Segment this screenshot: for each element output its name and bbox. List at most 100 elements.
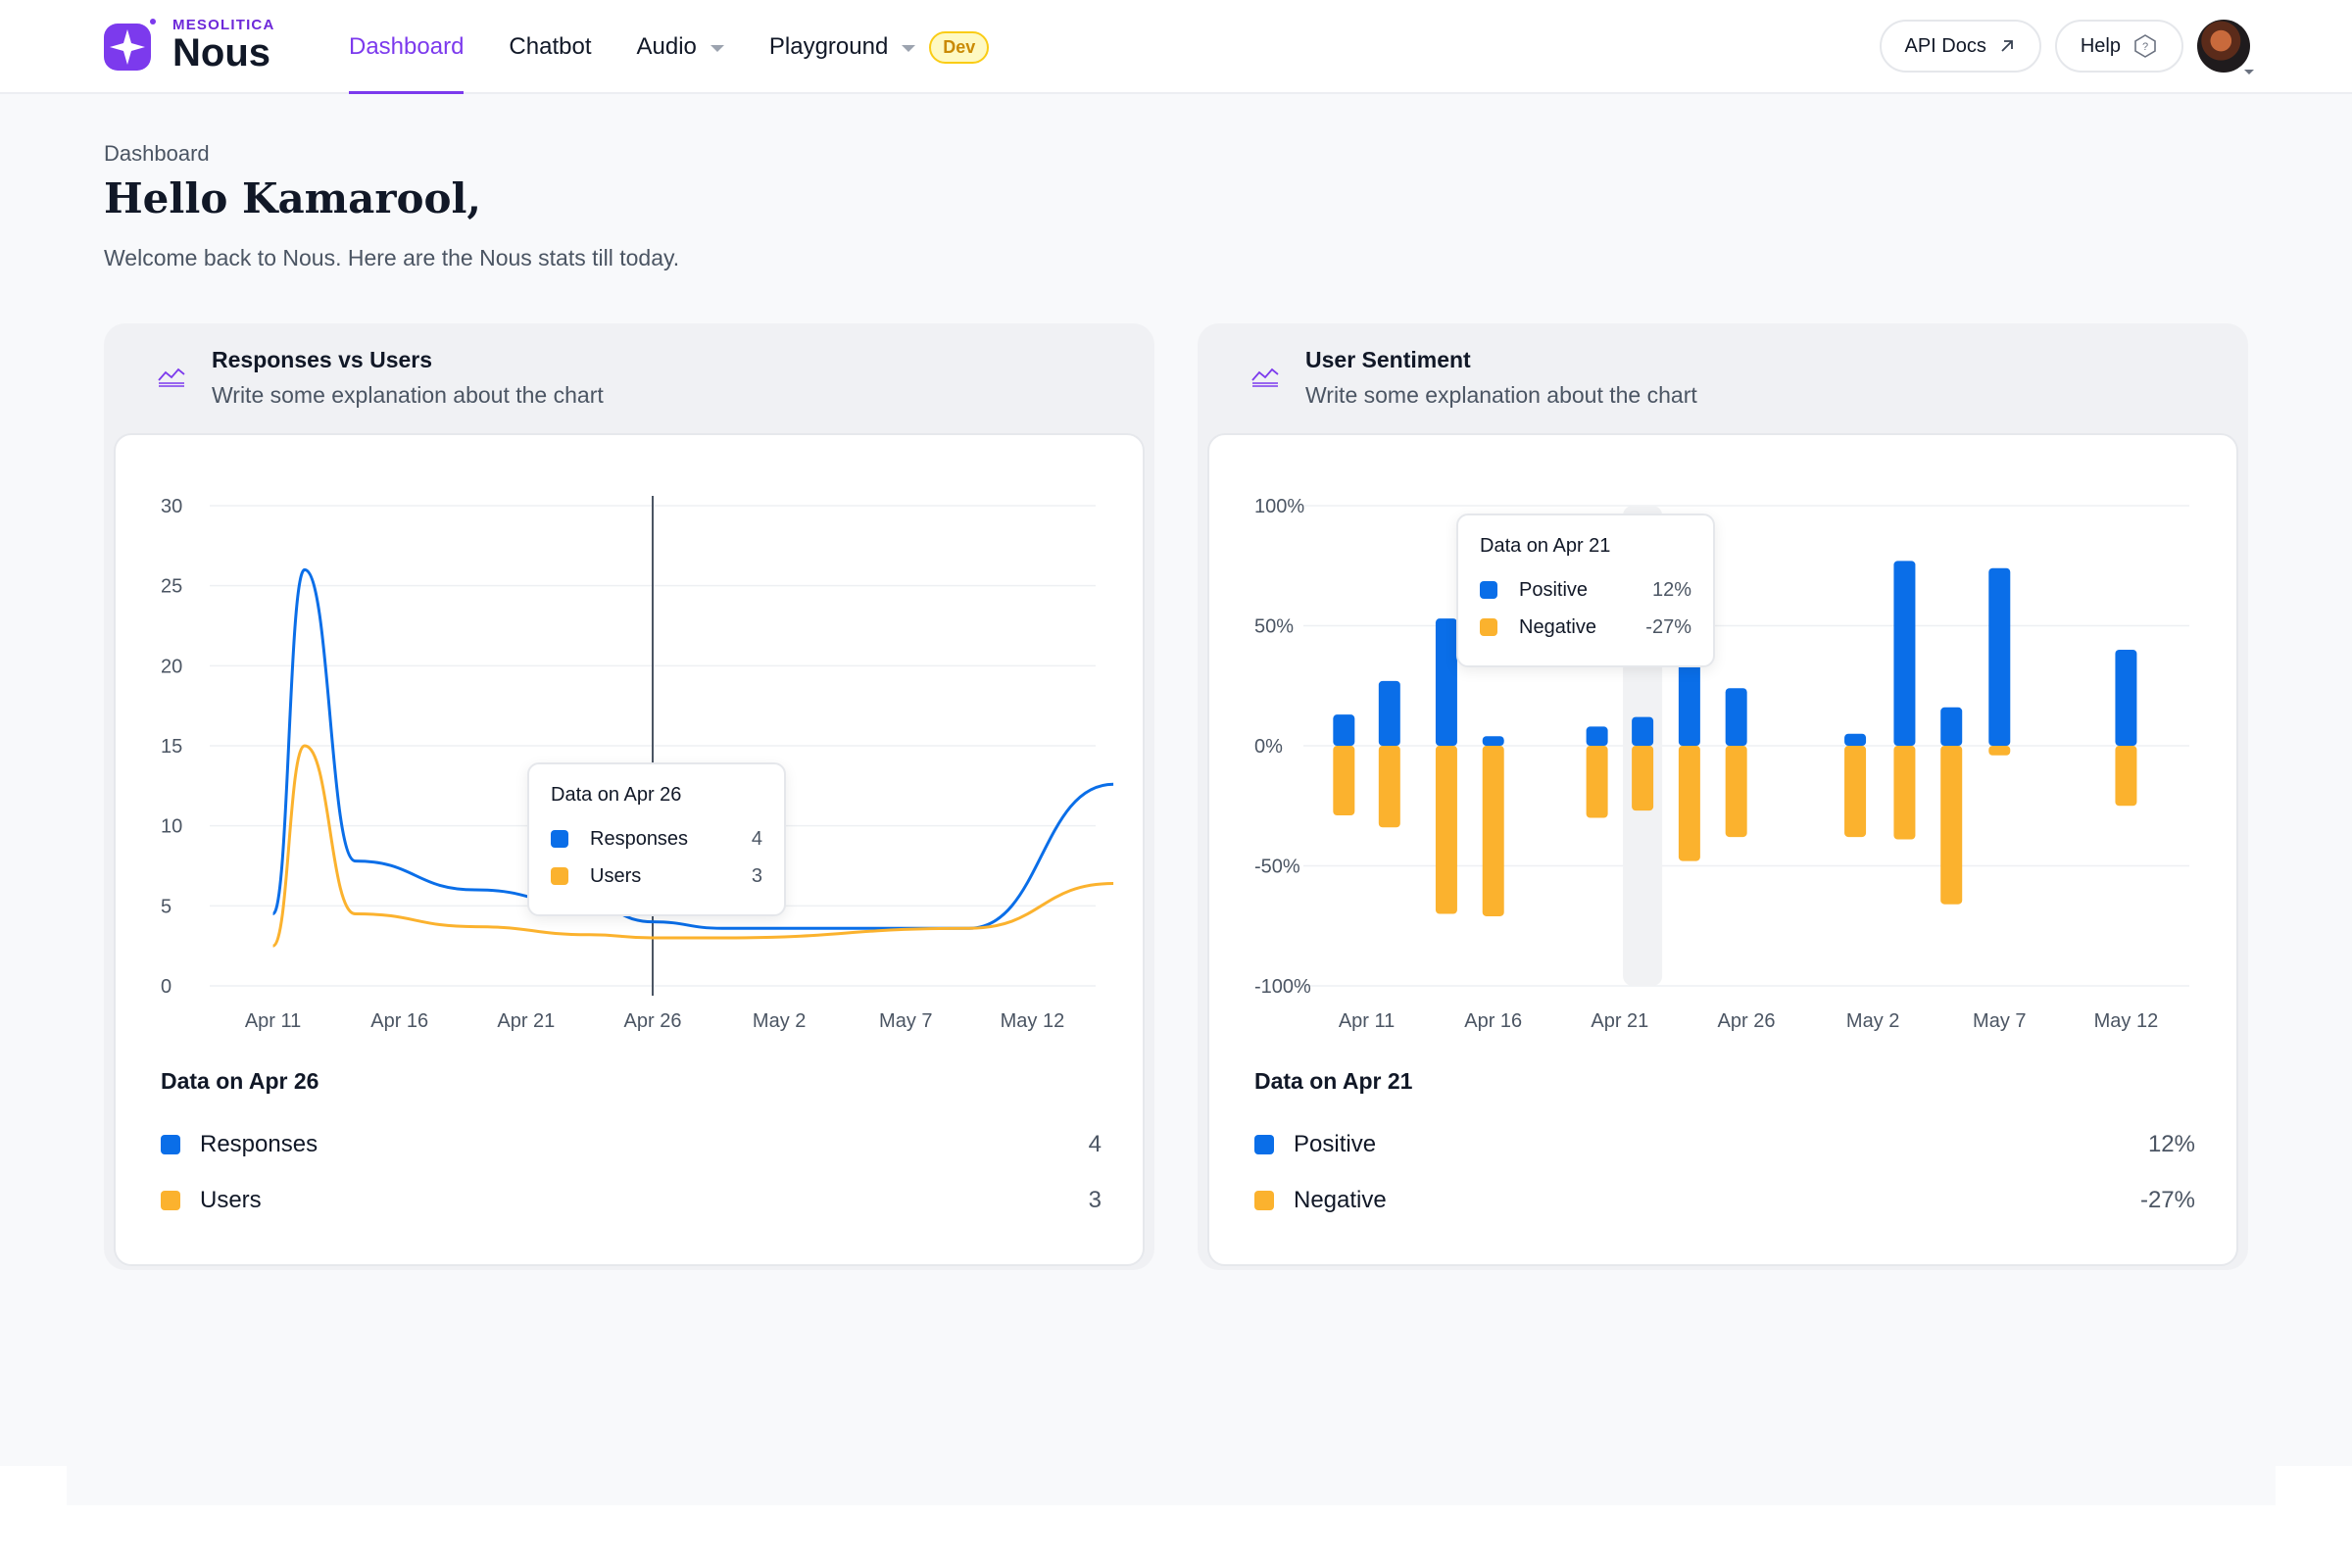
bar-negative — [1586, 746, 1608, 818]
summary-label: Users — [200, 1186, 262, 1213]
chart-panel: -100% -50% 0% 50% 100% Apr 11 Apr 16 Apr 21 Apr … — [1207, 433, 2238, 1266]
card-title: Responses vs Users — [212, 347, 433, 372]
chevron-down-icon — [902, 44, 916, 52]
user-avatar[interactable] — [2197, 20, 2254, 74]
tooltip-value: -27% — [1645, 615, 1691, 638]
tooltip-row: Responses 4 — [551, 820, 762, 858]
series-line-users — [271, 744, 1114, 948]
responses-vs-users-card: Responses vs Users Write some explanatio… — [104, 323, 1154, 1270]
x-tick-label: May 12 — [2094, 1010, 2159, 1032]
brand-logo[interactable]: MESOLITICA Nous — [102, 18, 275, 73]
bar-negative — [1632, 746, 1654, 811]
summary-label: Responses — [200, 1130, 318, 1157]
summary-row: Users 3 — [161, 1172, 1102, 1228]
bar-positive — [1482, 736, 1504, 746]
bar-negative — [2115, 746, 2137, 807]
nav-chatbot[interactable]: Chatbot — [509, 0, 591, 94]
y-tick-label: -50% — [1254, 857, 1300, 878]
summary-label: Positive — [1294, 1130, 1377, 1157]
bar-negative — [1725, 746, 1747, 838]
api-docs-button[interactable]: API Docs — [1879, 20, 2041, 73]
bar-positive — [1940, 707, 1963, 746]
bar-negative — [1333, 746, 1355, 816]
help-label: Help — [2080, 34, 2121, 57]
y-tick-label: 5 — [161, 896, 172, 917]
bar-negative — [1940, 746, 1963, 905]
x-tick-label: Apr 21 — [497, 1010, 555, 1032]
nav-dashboard[interactable]: Dashboard — [349, 0, 465, 94]
breadcrumb: Dashboard — [104, 141, 210, 166]
chart-panel: 0 5 10 15 20 25 30 Apr 11 Apr 16 Apr 21 Apr 26 May … — [114, 433, 1145, 1266]
sentiment-bar-chart[interactable]: -100% -50% 0% 50% 100% Apr 11 Apr 16 Apr 21 Apr … — [1209, 435, 2240, 1062]
bar-positive — [2115, 650, 2137, 746]
summary-row: Negative -27% — [1254, 1172, 2195, 1228]
top-navigation-bar: MESOLITICA Nous Dashboard Chatbot Audio … — [0, 0, 2352, 94]
y-tick-label: 100% — [1254, 496, 1304, 517]
x-tick-label: Apr 16 — [1464, 1010, 1522, 1032]
chart-area-icon — [1250, 365, 1280, 393]
y-tick-label: 0 — [161, 976, 172, 998]
y-tick-label: -100% — [1254, 976, 1311, 998]
summary-value: 4 — [1088, 1130, 1102, 1157]
bar-negative — [1844, 746, 1867, 838]
bar-negative — [1435, 746, 1457, 914]
legend-swatch — [1480, 581, 1497, 599]
chart-area-icon — [157, 365, 186, 393]
main-nav: Dashboard Chatbot Audio Playground Dev — [349, 0, 1034, 94]
y-tick-label: 50% — [1254, 616, 1294, 638]
help-button[interactable]: Help ? — [2054, 20, 2183, 73]
chart-tooltip: Data on Apr 21 Positive 12% Negative -27… — [1456, 514, 1715, 667]
legend-swatch — [161, 1134, 180, 1154]
brand-company: MESOLITICA — [172, 17, 275, 33]
nav-audio[interactable]: Audio — [636, 0, 724, 94]
bar-positive — [1988, 567, 2011, 746]
dev-badge: Dev — [929, 30, 990, 64]
x-tick-label: Apr 26 — [624, 1010, 682, 1032]
x-tick-label: Apr 26 — [1718, 1010, 1776, 1032]
y-tick-label: 0% — [1254, 736, 1283, 758]
legend-swatch — [161, 1190, 180, 1210]
y-tick-label: 20 — [161, 656, 182, 677]
summary-title: Data on Apr 21 — [1254, 1068, 1413, 1094]
bar-positive — [1844, 733, 1867, 746]
bar-negative — [1378, 746, 1400, 828]
legend-swatch — [1480, 618, 1497, 636]
x-tick-label: Apr 21 — [1591, 1010, 1648, 1032]
tooltip-row: Negative -27% — [1480, 609, 1691, 646]
page-title: Hello Kamarool, — [104, 174, 482, 222]
summary-value: 3 — [1088, 1186, 1102, 1213]
tooltip-title: Data on Apr 26 — [551, 784, 682, 806]
summary-value: -27% — [2139, 1186, 2195, 1213]
external-link-icon — [1998, 37, 2016, 55]
bar-negative — [1988, 746, 2011, 756]
card-description: Write some explanation about the chart — [212, 382, 604, 408]
y-tick-label: 15 — [161, 736, 182, 758]
api-docs-label: API Docs — [1904, 34, 1986, 57]
tooltip-row: Positive 12% — [1480, 571, 1691, 609]
summary-row: Responses 4 — [161, 1116, 1102, 1172]
x-tick-label: May 7 — [879, 1010, 932, 1032]
nav-playground-label: Playground — [768, 33, 889, 60]
summary-row: Positive 12% — [1254, 1116, 2195, 1172]
legend-swatch — [1254, 1190, 1274, 1210]
footer-strip — [67, 1466, 2276, 1505]
logo-icon — [102, 18, 157, 73]
brand-product: Nous — [172, 31, 270, 74]
card-title: User Sentiment — [1305, 347, 1471, 372]
tooltip-row: Users 3 — [551, 858, 762, 895]
nav-playground[interactable]: Playground Dev — [768, 0, 990, 94]
svg-text:?: ? — [2142, 41, 2148, 53]
bar-positive — [1435, 618, 1457, 746]
tooltip-title: Data on Apr 21 — [1480, 535, 1611, 557]
x-tick-label: May 2 — [1846, 1010, 1899, 1032]
x-tick-label: May 7 — [1973, 1010, 2026, 1032]
bar-positive — [1586, 726, 1608, 746]
chevron-down-icon — [710, 44, 724, 52]
tooltip-value: 4 — [751, 827, 762, 850]
tooltip-label: Negative — [1519, 615, 1596, 638]
chart-summary: Data on Apr 26 Responses 4 Users 3 — [161, 1068, 1102, 1228]
bar-positive — [1893, 561, 1916, 746]
tooltip-label: Positive — [1519, 578, 1589, 601]
responses-line-chart[interactable]: 0 5 10 15 20 25 30 Apr 11 Apr 16 Apr 21 Apr 26 May … — [116, 435, 1147, 1062]
chart-summary: Data on Apr 21 Positive 12% Negative -27… — [1254, 1068, 2195, 1228]
